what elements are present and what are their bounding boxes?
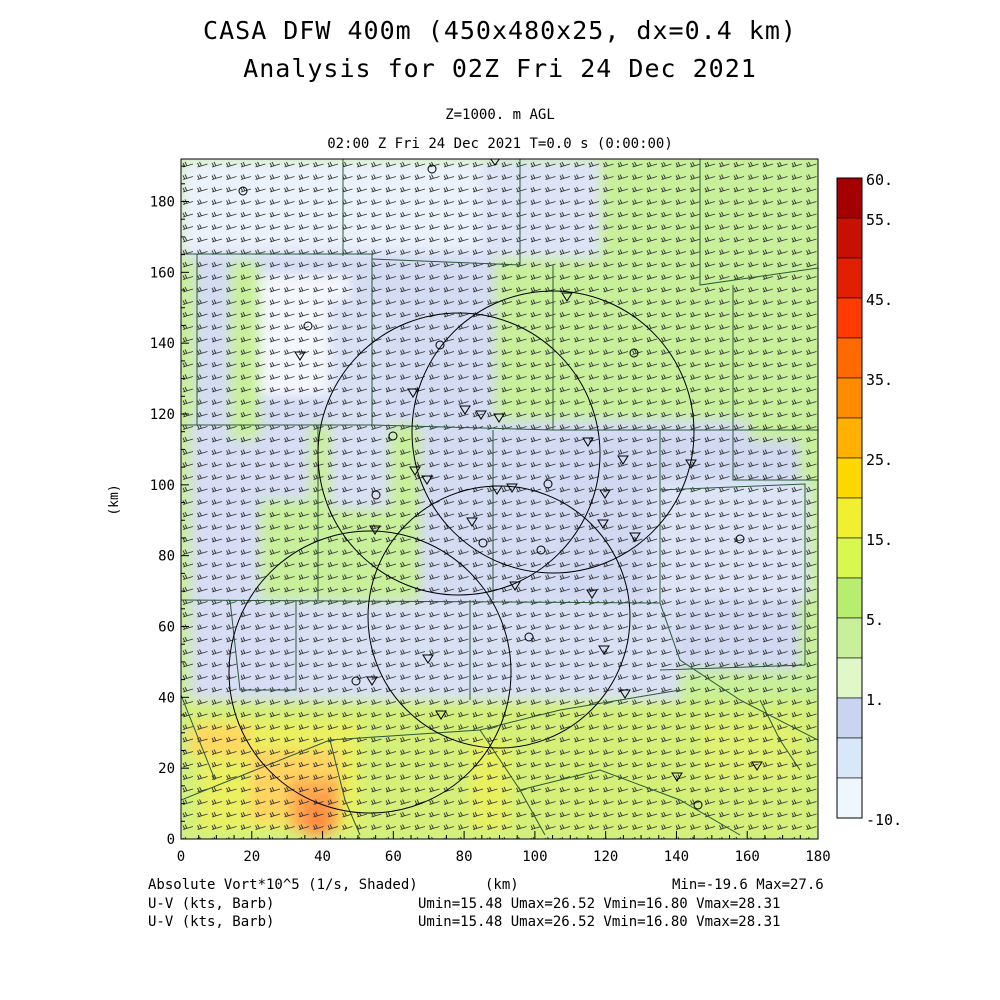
x-tick-label: 180 <box>805 849 830 865</box>
x-tick-label: 60 <box>385 849 402 865</box>
colorbar-swatch <box>836 537 863 579</box>
level-label: Z=1000. m AGL <box>445 107 555 123</box>
barb-stats-2: Umin=15.48 Umax=26.52 Vmin=16.80 Vmax=28… <box>418 914 781 930</box>
y-tick-label: 120 <box>150 407 175 423</box>
colorbar-label: 1. <box>866 691 884 709</box>
colorbar-label: -10. <box>866 811 902 829</box>
colorbar-swatch <box>836 737 863 779</box>
y-axis-label: (km) <box>107 484 122 515</box>
x-axis-label: (km) <box>485 877 519 893</box>
y-tick-label: 160 <box>150 265 175 281</box>
field-label: Absolute Vort*10^5 (1/s, Shaded) <box>148 877 418 893</box>
colorbar-frame <box>836 177 863 819</box>
x-axis: 0 20 40 60 80 100 120 140 160 180 <box>177 831 831 865</box>
colorbar-swatch <box>836 217 863 259</box>
x-tick-label: 0 <box>177 849 185 865</box>
colorbar-label: 25. <box>866 451 893 469</box>
colorbar-label: 60. <box>866 171 893 189</box>
colorbar-swatch <box>836 257 863 299</box>
x-tick-label: 40 <box>314 849 331 865</box>
x-tick-label: 20 <box>243 849 260 865</box>
colorbar-swatch <box>836 497 863 539</box>
colorbar-swatch <box>836 577 863 619</box>
station-markers <box>238 159 763 810</box>
x-tick-label: 80 <box>456 849 473 865</box>
y-tick-label: 40 <box>158 690 175 706</box>
colorbar-label: 45. <box>866 291 893 309</box>
colorbar-label: 35. <box>866 371 893 389</box>
colorbar-swatch <box>836 417 863 459</box>
y-tick-label: 60 <box>158 620 175 636</box>
barb-stats-1: Umin=15.48 Umax=26.52 Vmin=16.80 Vmax=28… <box>418 896 781 912</box>
colorbar: 60. 55. 45. 35. 25. 15. 5. 1. -10. <box>836 171 902 829</box>
colorbar-swatch <box>836 377 863 419</box>
colorbar-swatch <box>836 177 863 219</box>
colorbar-swatch <box>836 777 863 819</box>
time-label: 02:00 Z Fri 24 Dec 2021 T=0.0 s (0:00:00… <box>327 136 673 152</box>
y-tick-label: 100 <box>150 478 175 494</box>
colorbar-swatch <box>836 337 863 379</box>
barb-label-2: U-V (kts, Barb) <box>148 914 275 930</box>
colorbar-swatch <box>836 657 863 699</box>
y-tick-label: 20 <box>158 761 175 777</box>
x-tick-label: 140 <box>664 849 689 865</box>
x-tick-label: 160 <box>735 849 760 865</box>
y-tick-label: 140 <box>150 336 175 352</box>
colorbar-label: 5. <box>866 611 884 629</box>
minmax-label: Min=-19.6 Max=27.6 <box>672 877 824 893</box>
colorbar-swatch <box>836 297 863 339</box>
x-tick-label: 100 <box>522 849 547 865</box>
y-tick-label: 0 <box>167 832 175 848</box>
chart-title: CASA DFW 400m (450x480x25, dx=0.4 km) <box>203 16 797 45</box>
colorbar-swatch <box>836 617 863 659</box>
vorticity-field <box>181 159 818 839</box>
chart-subtitle: Analysis for 02Z Fri 24 Dec 2021 <box>243 54 757 83</box>
colorbar-label: 55. <box>866 211 893 229</box>
y-axis: 0 20 40 60 80 100 120 140 160 180 <box>150 165 189 848</box>
colorbar-swatch <box>836 697 863 739</box>
barb-label-1: U-V (kts, Barb) <box>148 896 275 912</box>
colorbar-swatch <box>836 457 863 499</box>
x-tick-label: 120 <box>593 849 618 865</box>
colorbar-label: 15. <box>866 531 893 549</box>
y-tick-label: 180 <box>150 195 175 211</box>
radar-range-rings <box>228 290 695 814</box>
y-tick-label: 80 <box>158 549 175 565</box>
